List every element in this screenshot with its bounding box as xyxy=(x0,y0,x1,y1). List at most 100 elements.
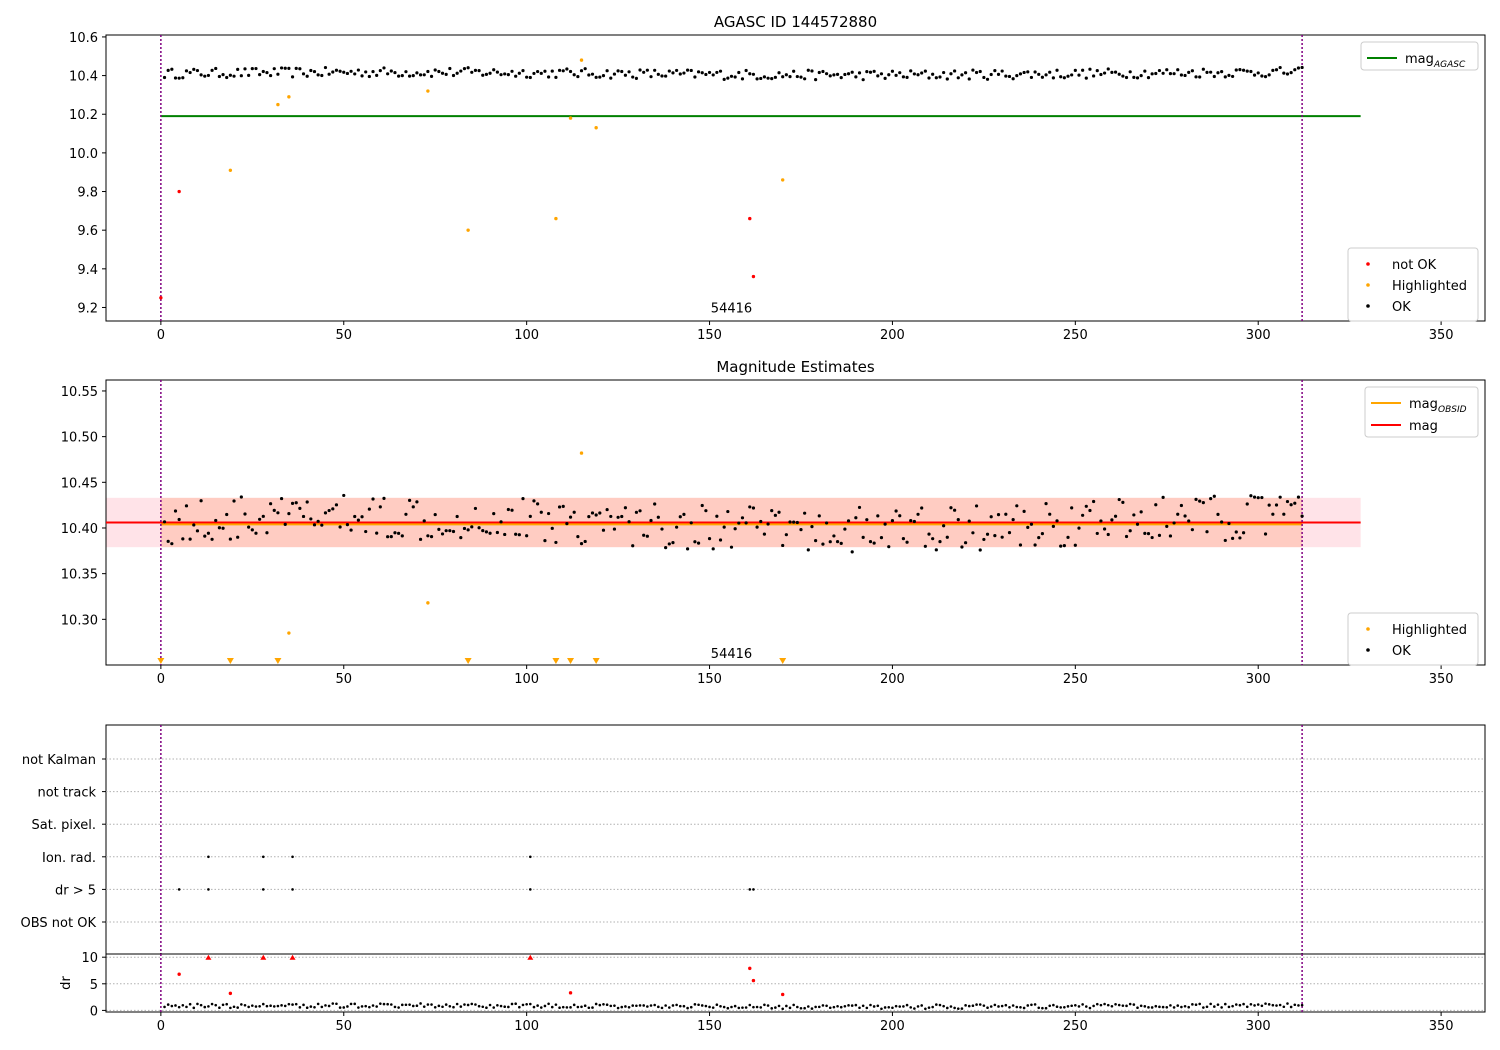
ok-point xyxy=(920,1004,923,1007)
ok-point xyxy=(1300,514,1304,518)
ok-point xyxy=(814,539,818,543)
ok-point xyxy=(170,1004,174,1008)
ok-point xyxy=(624,1005,627,1008)
ok-point xyxy=(744,1006,748,1009)
flag-category-label: not Kalman xyxy=(22,753,96,768)
ok-point xyxy=(766,522,770,526)
ok-point xyxy=(843,1004,847,1008)
ok-point xyxy=(316,1002,320,1006)
ok-point xyxy=(1048,70,1052,74)
ok-point xyxy=(613,1004,616,1007)
data-point xyxy=(780,178,785,182)
ok-point xyxy=(883,1006,887,1009)
ok-point xyxy=(1113,70,1118,74)
ok-point xyxy=(927,76,931,80)
flag-point xyxy=(752,888,755,891)
ok-point xyxy=(740,516,745,520)
ok-point xyxy=(536,69,540,74)
ok-point xyxy=(166,68,170,72)
ok-point xyxy=(1176,512,1180,516)
ok-point xyxy=(920,71,924,75)
data-point xyxy=(287,631,291,635)
ok-point xyxy=(1201,67,1205,71)
ok-point xyxy=(1198,75,1202,79)
ok-point xyxy=(996,72,1001,76)
ok-point xyxy=(404,1003,408,1007)
ok-point xyxy=(1209,70,1213,74)
ok-point xyxy=(173,509,178,513)
ok-point xyxy=(1172,1006,1176,1009)
ok-point xyxy=(1143,1005,1147,1008)
ok-point xyxy=(1070,1004,1073,1008)
ok-point xyxy=(843,72,847,77)
ok-point xyxy=(993,1003,997,1007)
x-tick-label: 0 xyxy=(157,1019,165,1034)
ok-point xyxy=(375,531,379,535)
ok-point xyxy=(217,74,221,79)
ok-point xyxy=(510,69,514,73)
ok-point xyxy=(788,75,792,79)
panel-agasc-magnitude: 0 50 100 150 200 250 300 350 9.2 9.4 9.6 9.8 10.0 10.… xyxy=(69,13,1486,343)
ok-point xyxy=(225,75,229,80)
ok-point xyxy=(353,72,357,76)
ok-point xyxy=(1040,75,1045,79)
ok-point xyxy=(1117,497,1121,502)
ok-point xyxy=(1011,77,1015,81)
ok-point xyxy=(836,1004,839,1008)
ok-point xyxy=(345,71,350,76)
ok-point xyxy=(484,72,489,76)
ok-point xyxy=(583,67,587,71)
ok-point xyxy=(1234,68,1238,72)
ok-point xyxy=(726,509,730,514)
ok-point xyxy=(232,74,236,78)
ok-point xyxy=(1165,524,1169,528)
x-tick-label: 200 xyxy=(880,328,905,343)
ok-point xyxy=(338,1006,342,1009)
ok-point xyxy=(1000,535,1004,539)
ok-point xyxy=(707,537,712,541)
ok-point xyxy=(1124,534,1129,539)
ok-point xyxy=(192,67,196,71)
ok-point xyxy=(656,72,660,76)
ok-point xyxy=(1271,68,1275,72)
ok-point xyxy=(313,1006,316,1009)
ok-point xyxy=(1029,75,1034,80)
ok-point xyxy=(913,1007,916,1010)
ok-point xyxy=(817,1005,821,1009)
ok-point xyxy=(609,1004,613,1008)
ok-point xyxy=(166,539,170,543)
legend-box xyxy=(1347,612,1479,666)
x-tick-label: 150 xyxy=(697,672,722,687)
ok-point xyxy=(415,71,419,75)
ok-point xyxy=(781,1007,784,1011)
ok-point xyxy=(199,499,203,503)
legend-box xyxy=(1347,247,1479,322)
ok-point xyxy=(1106,532,1110,537)
ok-point xyxy=(945,77,949,81)
ok-point xyxy=(799,75,803,79)
ok-point xyxy=(546,511,551,516)
x-tick-label: 100 xyxy=(514,328,539,343)
ok-point xyxy=(254,66,258,71)
ok-point xyxy=(649,518,653,523)
ok-point xyxy=(1113,514,1118,518)
ok-point xyxy=(660,1006,664,1010)
ok-point xyxy=(1157,68,1162,73)
ok-point xyxy=(1022,1006,1026,1010)
ok-point xyxy=(290,501,295,505)
ok-point xyxy=(309,517,313,521)
ok-point xyxy=(367,507,371,511)
ok-point xyxy=(1191,1003,1194,1006)
ok-point xyxy=(312,523,317,527)
ok-point xyxy=(1183,73,1187,78)
ok-point xyxy=(806,68,810,72)
ok-point xyxy=(1241,68,1246,72)
ok-point xyxy=(309,1005,313,1008)
x-tick-label: 350 xyxy=(1429,1019,1454,1034)
ok-point xyxy=(371,1004,375,1007)
ok-point xyxy=(1172,72,1176,76)
ok-point xyxy=(554,540,558,545)
ok-point xyxy=(858,1006,861,1010)
ok-point xyxy=(448,66,452,71)
data-point xyxy=(276,102,280,107)
